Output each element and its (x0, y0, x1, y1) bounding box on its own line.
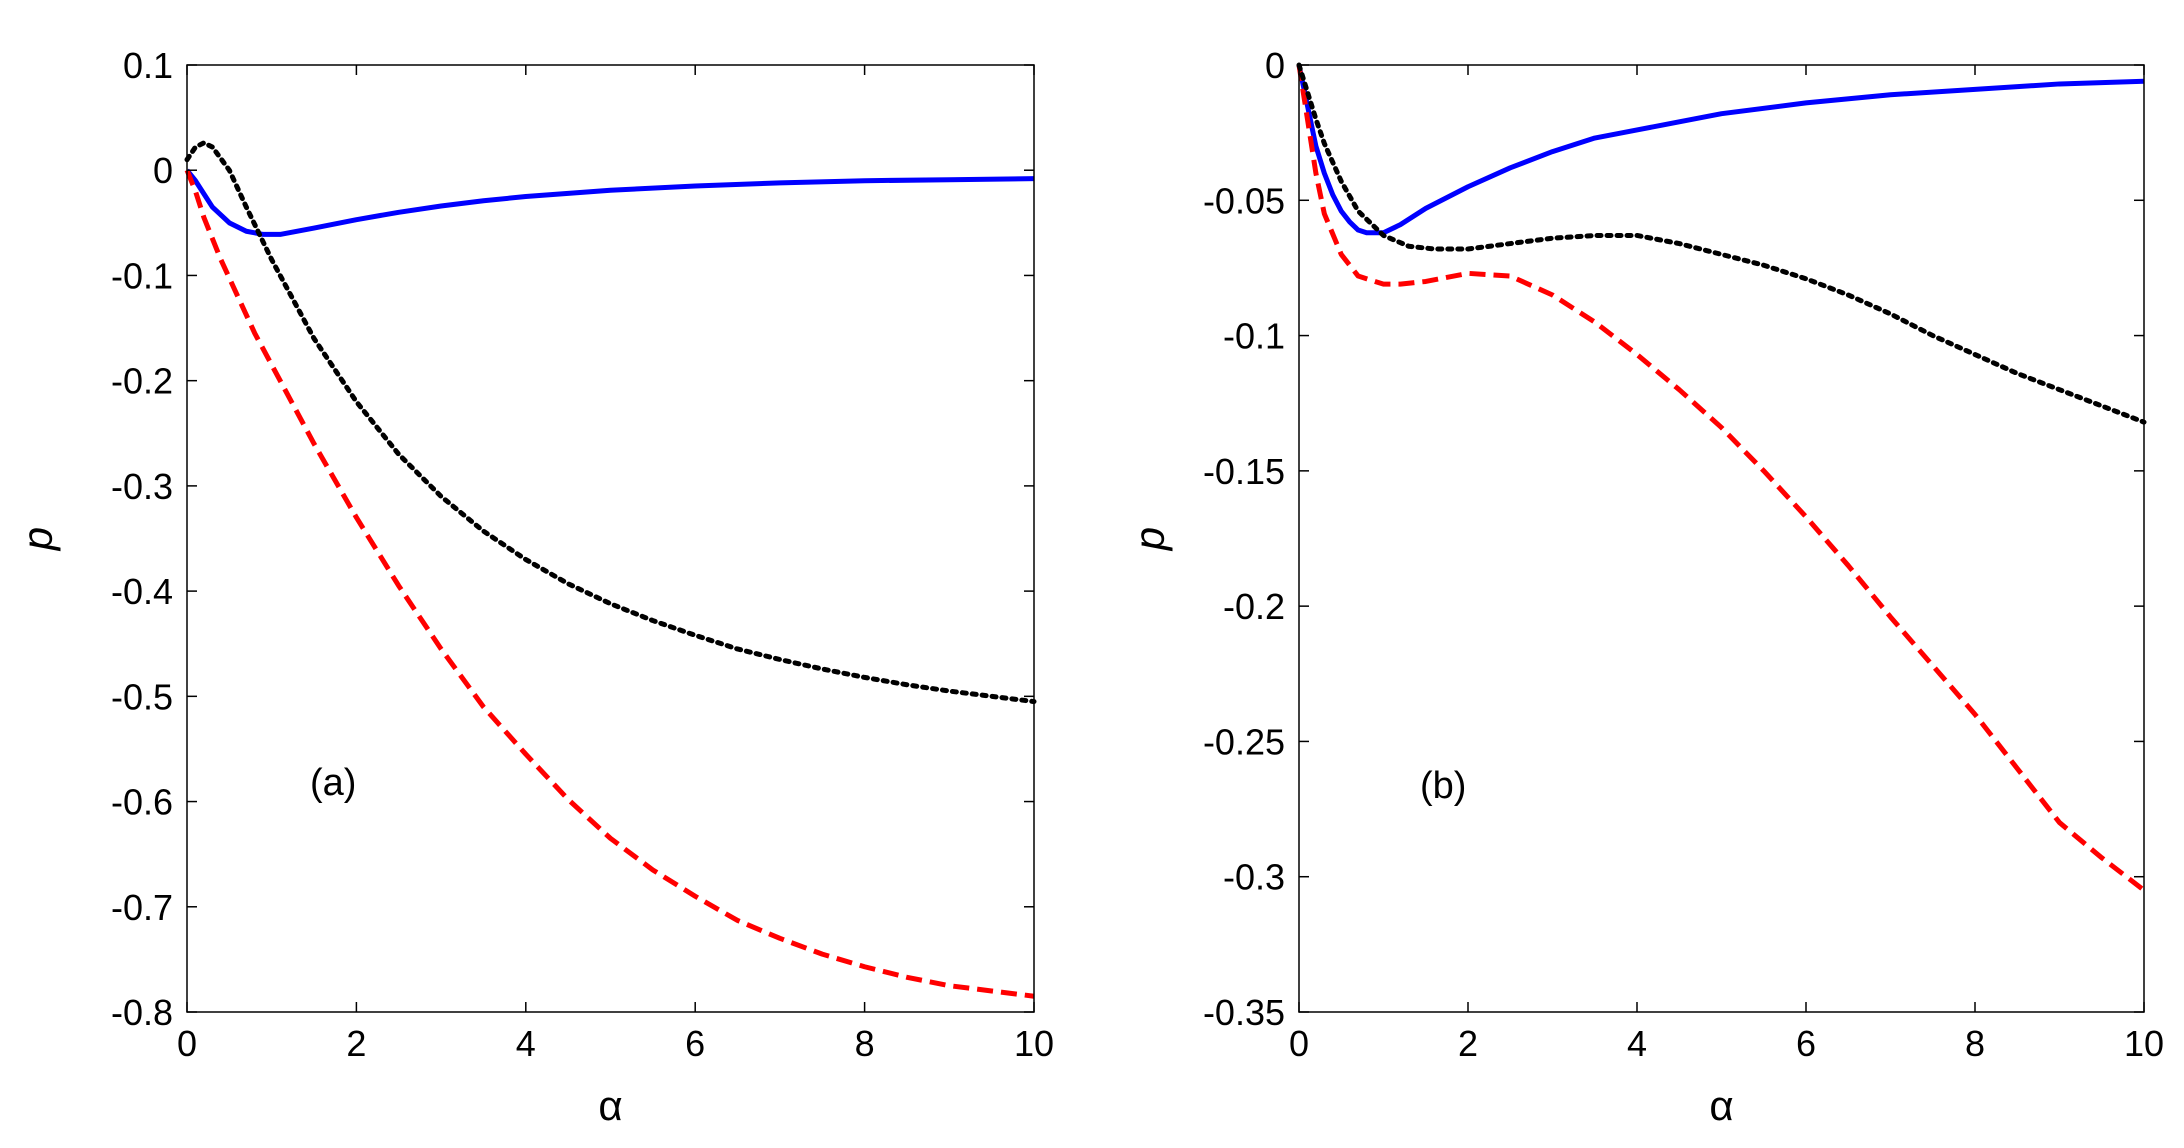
series-line-dashed (184, 169, 1035, 999)
y-tick-label: -0.35 (1203, 992, 1285, 1033)
x-tick-label: 2 (346, 1023, 366, 1064)
y-tick-label: -0.15 (1203, 451, 1285, 492)
series-line-dashed (1296, 64, 2146, 893)
x-axis-label: α (598, 1082, 622, 1129)
y-tick-label: -0.1 (1223, 316, 1285, 357)
panel-annotation: (b) (1420, 765, 1466, 807)
x-tick-label: 10 (2124, 1023, 2164, 1064)
y-tick-label: -0.8 (111, 992, 173, 1033)
y-tick-label: -0.25 (1203, 721, 1285, 762)
y-tick-label: 0 (1265, 45, 1285, 86)
y-tick-label: -0.3 (1223, 857, 1285, 898)
x-tick-label: 6 (1796, 1023, 1816, 1064)
x-tick-label: 4 (1627, 1023, 1647, 1064)
y-tick-label: -0.4 (111, 571, 173, 612)
y-axis-label: p (1126, 527, 1173, 552)
x-tick-label: 8 (855, 1023, 875, 1064)
y-axis-label: p (14, 527, 61, 552)
chart-panel-b: 0 2 4 6 8 10 0 -0.05 -0.1 -0.15 -0.2 -0.25 -0.3 -0.35… (1126, 45, 2164, 1129)
chart-panel-a: 0 2 4 6 8 10 0.1 0 -0.1 -0.2 -0.3 -0.4 -0.5 -0.6 -0.7 -… (14, 45, 1054, 1129)
y-tick-label: -0.1 (111, 255, 173, 296)
plot-frame (186, 64, 1035, 1013)
y-tick-label: -0.5 (111, 676, 173, 717)
series-line-dotted (1296, 62, 2147, 425)
panel-annotation: (a) (310, 762, 356, 804)
y-tick-label: -0.2 (111, 361, 173, 402)
x-tick-label: 8 (1965, 1023, 1985, 1064)
x-axis-label: α (1709, 1082, 1733, 1129)
series-group (1296, 62, 2147, 893)
x-tick-label: 0 (177, 1023, 197, 1064)
x-tick-label: 2 (1458, 1023, 1478, 1064)
series-line-solid (1296, 64, 2145, 236)
x-tick-label: 10 (1014, 1023, 1054, 1064)
y-tick-label: -0.7 (111, 887, 173, 928)
y-tick-label: -0.2 (1223, 586, 1285, 627)
y-tick-label: 0 (153, 150, 173, 191)
y-tick-label: -0.6 (111, 782, 173, 823)
plot-frame (1298, 64, 2145, 1013)
x-tick-label: 6 (685, 1023, 705, 1064)
y-tick-label: -0.05 (1203, 180, 1285, 221)
y-tick-label: -0.3 (111, 466, 173, 507)
x-tick-label: 0 (1289, 1023, 1309, 1064)
series-line-solid (185, 168, 1035, 237)
series-group (184, 140, 1037, 999)
series-line-dotted (184, 140, 1037, 705)
y-tick-label: 0.1 (123, 45, 173, 86)
x-tick-label: 4 (516, 1023, 536, 1064)
